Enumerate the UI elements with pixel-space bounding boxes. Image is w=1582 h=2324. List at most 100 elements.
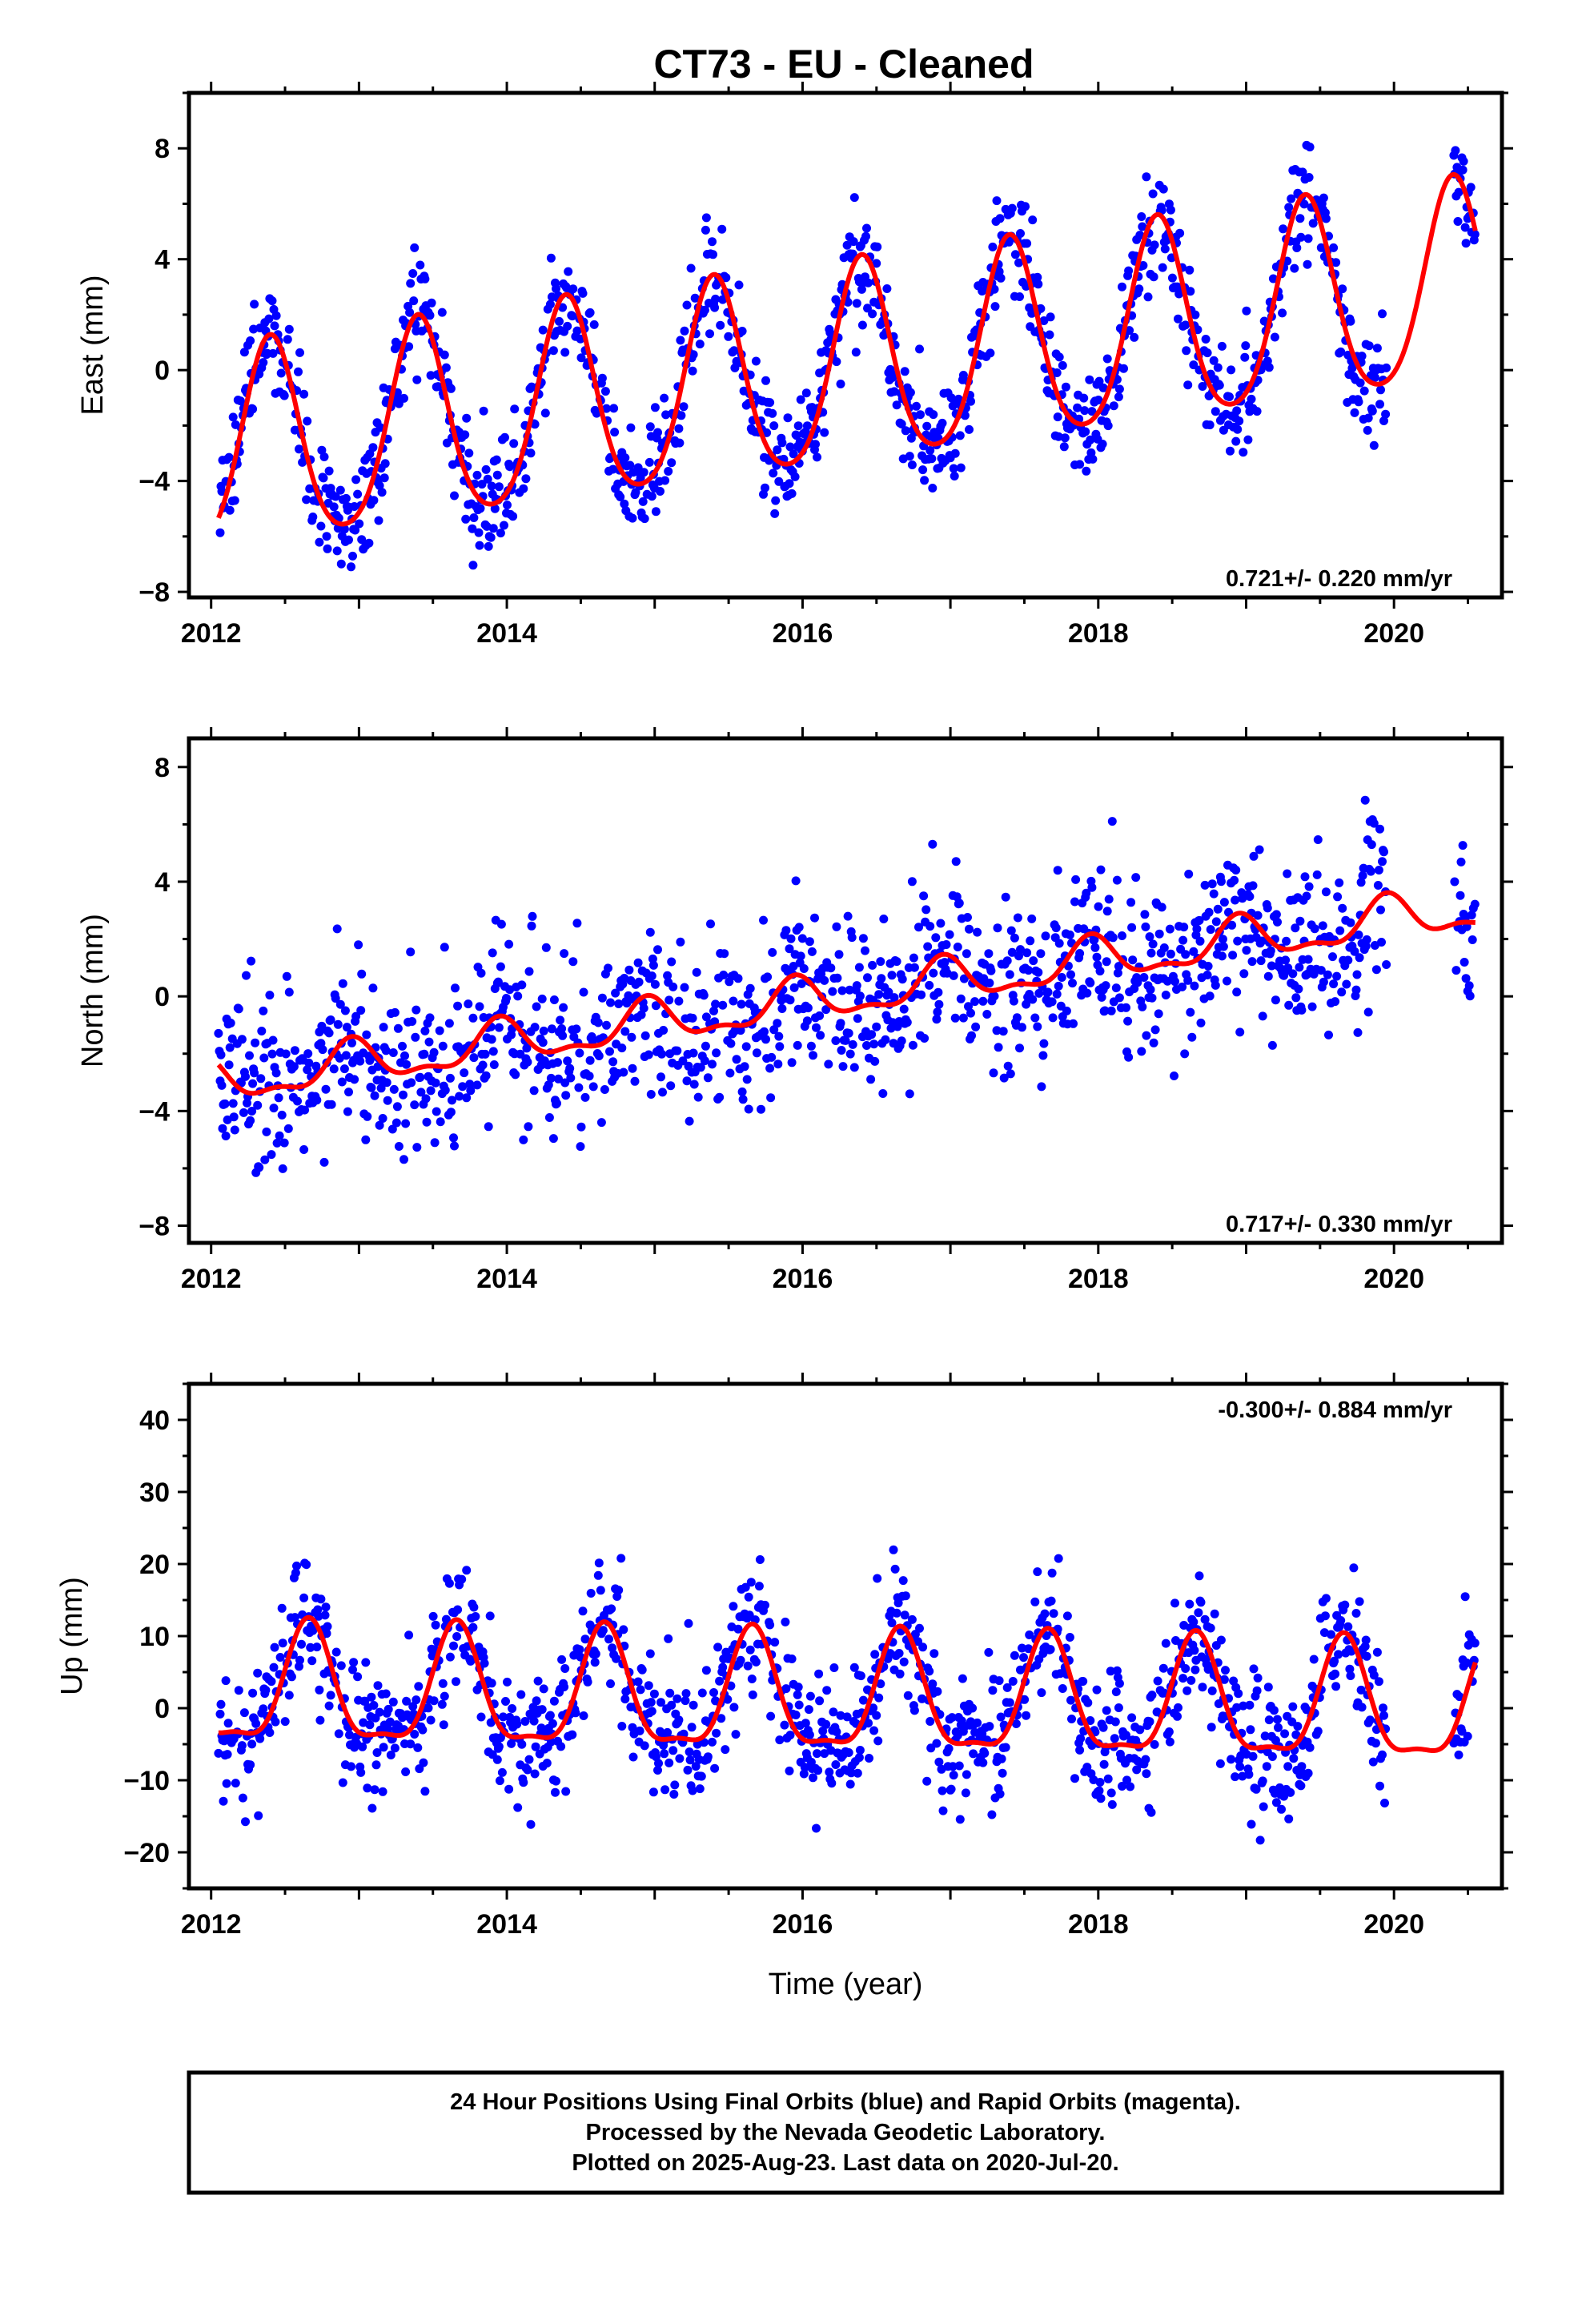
data-point [487,1035,496,1044]
data-point [1356,1685,1366,1695]
data-point [1195,936,1205,946]
data-point [620,453,630,463]
data-point [1195,915,1204,925]
data-point [1150,1739,1159,1749]
data-point [658,1088,667,1097]
data-point [517,980,527,990]
data-point [667,458,677,468]
data-point [824,1059,833,1069]
data-point [887,971,897,980]
data-point [365,1720,375,1730]
data-point [1318,921,1327,931]
data-point [709,1688,718,1697]
data-point [820,428,829,437]
data-point [889,1545,898,1554]
east-rate-annotation: 0.721+/- 0.220 mm/yr [1226,566,1452,592]
data-point [1377,938,1386,947]
data-point [1465,991,1475,1001]
data-point [323,544,332,553]
data-point [1189,360,1199,370]
data-point [1128,955,1138,965]
data-point [832,357,841,367]
data-point [645,1649,655,1659]
data-point [606,998,615,1007]
data-point [1340,1600,1350,1610]
data-point [793,1040,802,1050]
data-point [794,923,804,932]
data-point [1232,406,1242,416]
data-point [1065,930,1074,939]
data-point [1071,875,1081,884]
x-tick-label: 2020 [1363,618,1424,649]
data-point [667,957,677,967]
data-point [955,1815,965,1824]
data-point [644,1050,653,1059]
data-point [780,1720,789,1730]
data-point [368,443,378,452]
data-point [400,1155,408,1164]
data-point [1106,1667,1115,1676]
data-point [402,1059,412,1069]
data-point [393,1023,403,1033]
data-point [1083,1698,1093,1707]
data-point [347,1038,356,1047]
data-point [884,987,893,997]
data-point [781,926,791,935]
data-point [439,1720,448,1730]
data-point [845,1779,855,1789]
data-point [544,1113,554,1122]
data-point [1145,932,1154,942]
data-point [1149,1038,1158,1047]
data-point [828,987,837,996]
data-point [796,951,805,961]
data-point [349,1658,359,1667]
data-point [645,927,655,937]
data-point [785,995,795,1005]
data-point [1200,880,1210,890]
data-point [741,1582,750,1592]
data-point [1217,341,1227,351]
data-point [390,1743,400,1753]
data-point [787,1655,797,1663]
data-point [427,298,436,308]
data-point [532,1002,541,1011]
data-point [1066,1695,1075,1705]
data-point [1470,1638,1480,1648]
data-point [774,1031,784,1041]
data-point [503,1677,512,1687]
data-point [851,348,861,357]
data-point [241,1072,250,1081]
data-point [1165,924,1174,934]
data-point [494,1023,504,1032]
data-point [873,1736,883,1746]
data-point [1100,1006,1110,1015]
data-point [1126,1782,1135,1791]
data-point [666,1081,676,1091]
data-point [865,1754,873,1763]
data-point [458,1082,468,1092]
data-point [558,1031,568,1040]
data-point [1217,951,1227,961]
data-point [303,416,312,426]
data-point [1160,244,1170,254]
y-tick-label: −4 [139,1096,170,1127]
data-point [379,1743,388,1752]
data-point [224,452,234,462]
data-point [874,1693,884,1703]
data-point [675,1754,685,1763]
data-point [1357,1703,1367,1712]
data-point [290,1046,299,1055]
y-tick-label: −8 [139,1212,170,1242]
data-point [1310,924,1319,934]
data-point [306,1642,315,1652]
data-point [815,1696,825,1706]
data-point [892,957,901,967]
data-point [1456,891,1465,900]
data-point [412,375,422,384]
data-point [929,410,938,420]
data-point [737,327,747,336]
data-point [579,1711,588,1720]
data-point [343,1107,352,1116]
data-point [1346,1671,1355,1680]
data-point [502,994,511,1003]
